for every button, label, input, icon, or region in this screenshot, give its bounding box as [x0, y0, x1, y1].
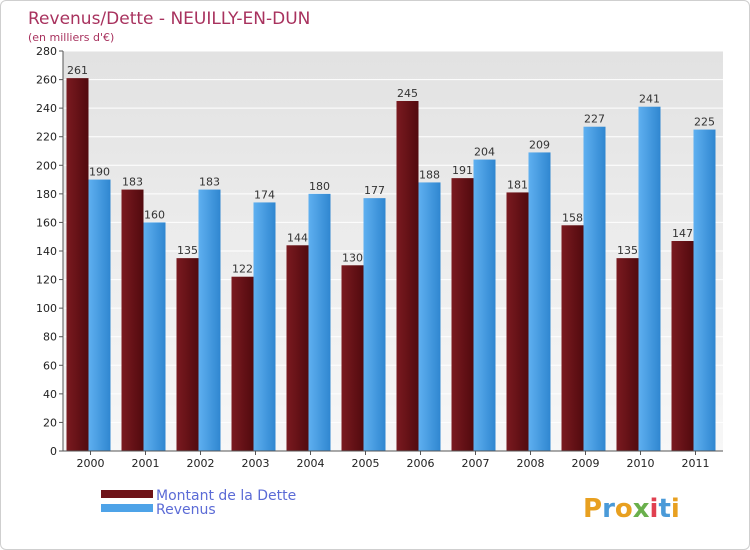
y-tick-label: 160: [36, 216, 57, 229]
data-label: 245: [397, 87, 418, 100]
y-tick-label: 200: [36, 159, 57, 172]
y-tick-label: 140: [36, 245, 57, 258]
y-tick-label: 40: [43, 388, 57, 401]
data-label: 160: [144, 208, 165, 221]
data-label: 135: [177, 244, 198, 257]
data-label: 191: [452, 164, 473, 177]
y-tick-label: 240: [36, 102, 57, 115]
bar-dette-2010: [616, 258, 639, 451]
bar-dette-2008: [506, 192, 529, 451]
bar-dette-2007: [451, 178, 474, 451]
y-tick-label: 0: [50, 445, 57, 458]
data-label: 241: [639, 93, 660, 106]
logo-letter: r: [602, 494, 615, 524]
bar-revenus-2003: [253, 202, 276, 451]
bar-dette-2000: [66, 78, 89, 452]
y-tick-label: 120: [36, 274, 57, 287]
bar-dette-2005: [341, 265, 364, 451]
x-tick-label: 2000: [77, 457, 105, 470]
bar-revenus-2010: [638, 106, 661, 451]
x-tick-label: 2010: [627, 457, 655, 470]
data-label: 147: [672, 227, 693, 240]
logo-letter: o: [615, 494, 633, 524]
data-label: 183: [199, 176, 220, 189]
chart-subtitle: (en milliers d'€): [28, 31, 114, 44]
data-label: 130: [342, 251, 363, 264]
bar-revenus-2008: [528, 152, 551, 451]
bar-dette-2004: [286, 245, 309, 451]
y-tick-label: 220: [36, 131, 57, 144]
y-tick-label: 80: [43, 331, 57, 344]
y-tick-label: 20: [43, 416, 57, 429]
x-tick-label: 2001: [132, 457, 160, 470]
data-label: 190: [89, 166, 110, 179]
data-label: 122: [232, 263, 253, 276]
bar-dette-2002: [176, 258, 199, 451]
bar-revenus-2006: [418, 182, 441, 451]
legend-label-revenus: Revenus: [156, 502, 216, 518]
bar-revenus-2002: [198, 189, 221, 452]
x-tick-label: 2003: [242, 457, 270, 470]
data-label: 188: [419, 168, 440, 181]
y-tick-label: 100: [36, 302, 57, 315]
data-label: 177: [364, 184, 385, 197]
y-tick-label: 260: [36, 74, 57, 87]
bar-revenus-2005: [363, 198, 386, 451]
bar-revenus-2001: [143, 222, 166, 451]
logo-letter: t: [658, 494, 670, 524]
x-tick-label: 2011: [682, 457, 710, 470]
x-tick-label: 2009: [572, 457, 600, 470]
bar-revenus-2004: [308, 193, 331, 451]
bar-dette-2006: [396, 101, 419, 451]
legend-swatch-revenus: [101, 504, 153, 512]
bar-revenus-2009: [583, 126, 606, 451]
x-tick-label: 2007: [462, 457, 490, 470]
x-tick-label: 2004: [297, 457, 325, 470]
data-label: 181: [507, 178, 528, 191]
axes: 0 20 40 60 80 100 120 140 160 180 200 220 240 260 280 2…: [36, 45, 723, 470]
data-label: 261: [67, 64, 88, 77]
data-label: 180: [309, 180, 330, 193]
data-label: 174: [254, 188, 275, 201]
x-tick-label: 2002: [187, 457, 215, 470]
bar-dette-2003: [231, 276, 254, 451]
chart-title: Revenus/Dette - NEUILLY-EN-DUN: [28, 9, 310, 29]
x-tick-label: 2006: [407, 457, 435, 470]
logo-letter: i: [650, 494, 659, 524]
logo-letter: P: [583, 494, 602, 524]
data-label: 204: [474, 146, 495, 159]
legend-label-dette: Montant de la Dette: [156, 488, 296, 504]
y-tick-label: 60: [43, 359, 57, 372]
bar-dette-2009: [561, 225, 584, 451]
y-tick-label: 280: [36, 45, 57, 58]
bar-dette-2001: [121, 189, 144, 452]
proxiti-logo: Proxiti: [583, 494, 680, 524]
bar-revenus-2000: [88, 179, 111, 452]
x-tick-label: 2005: [352, 457, 380, 470]
bar-revenus-2007: [473, 159, 496, 452]
data-label: 144: [287, 231, 308, 244]
logo-letter: i: [671, 494, 680, 524]
data-label: 209: [529, 138, 550, 151]
x-tick-label: 2008: [517, 457, 545, 470]
y-tick-label: 180: [36, 188, 57, 201]
data-label: 183: [122, 176, 143, 189]
logo-letter: x: [633, 494, 650, 524]
data-label: 135: [617, 244, 638, 257]
data-label: 227: [584, 113, 605, 126]
data-label: 158: [562, 211, 583, 224]
bars: 261 190 183 160 135 183 122 174 144 180 130 177 245 1…: [66, 64, 716, 452]
bar-revenus-2011: [693, 129, 716, 452]
data-label: 225: [694, 116, 715, 129]
bar-dette-2011: [671, 241, 694, 451]
grid-lines: [63, 50, 723, 423]
legend-swatch-dette: [101, 490, 153, 498]
